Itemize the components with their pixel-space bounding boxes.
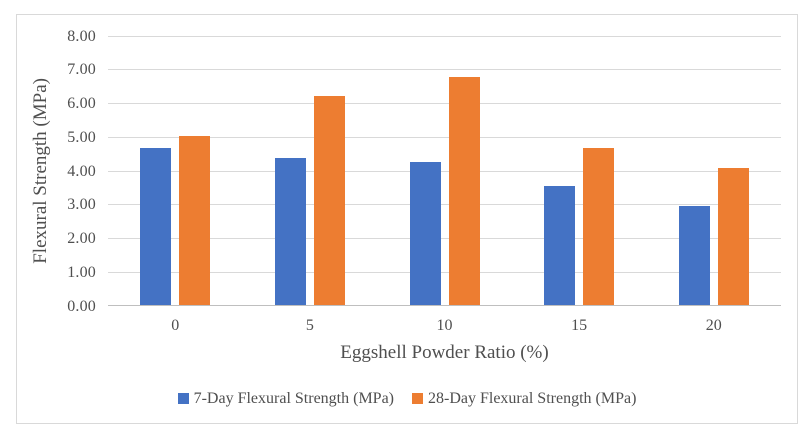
y-tick-label: 7.00	[67, 61, 96, 79]
bar-series1-cat-10	[409, 161, 441, 306]
y-tick-label: 4.00	[67, 162, 96, 180]
bar-series2-cat-10	[448, 77, 480, 306]
gridline	[108, 238, 781, 239]
x-tick-label: 0	[171, 317, 180, 334]
bar-series2-cat-5	[313, 96, 345, 306]
y-tick-label: 1.00	[67, 263, 96, 281]
x-tick-label: 15	[571, 317, 588, 334]
legend-item-1: 7-Day Flexural Strength (MPa)	[177, 389, 394, 408]
legend-item-2: 28-Day Flexural Strength (MPa)	[412, 389, 636, 408]
legend-label: 28-Day Flexural Strength (MPa)	[428, 390, 637, 407]
legend: 7-Day Flexural Strength (MPa) 28-Day Flex…	[17, 389, 797, 408]
x-tick-label: 10	[436, 317, 453, 334]
gridline	[108, 271, 781, 273]
x-axis-title: Eggshell Powder Ratio (%)	[340, 342, 549, 363]
bar-series1-cat-5	[274, 157, 306, 306]
y-tick-label: 3.00	[67, 196, 96, 214]
y-tick-label: 8.00	[67, 27, 96, 45]
x-axis-line	[108, 305, 781, 306]
gridline	[108, 204, 781, 206]
chart-frame: Flexural Strength (MPa) Eggshell Powder …	[16, 14, 798, 424]
gridline	[108, 136, 781, 138]
y-tick-label: 5.00	[67, 128, 96, 146]
bar-series1-cat-0	[140, 148, 172, 306]
gridline	[108, 69, 781, 71]
y-tick-label: 0.00	[67, 297, 96, 315]
gridline	[108, 170, 781, 172]
bar-series2-cat-15	[583, 148, 615, 306]
x-tick-label: 20	[705, 317, 722, 334]
bar-series1-cat-20	[678, 205, 710, 306]
legend-swatch-icon	[412, 393, 423, 404]
gridline	[108, 103, 781, 104]
bar-series2-cat-20	[717, 167, 749, 306]
y-tick-label: 2.00	[67, 230, 96, 247]
x-tick-label: 5	[305, 317, 314, 334]
plot-area	[108, 35, 781, 306]
legend-label: 7-Day Flexural Strength (MPa)	[193, 390, 394, 407]
bar-series1-cat-15	[544, 185, 576, 306]
legend-swatch-icon	[177, 393, 189, 404]
gridline	[108, 35, 781, 37]
bar-series2-cat-0	[179, 136, 211, 306]
y-tick-label: 6.00	[67, 95, 96, 112]
